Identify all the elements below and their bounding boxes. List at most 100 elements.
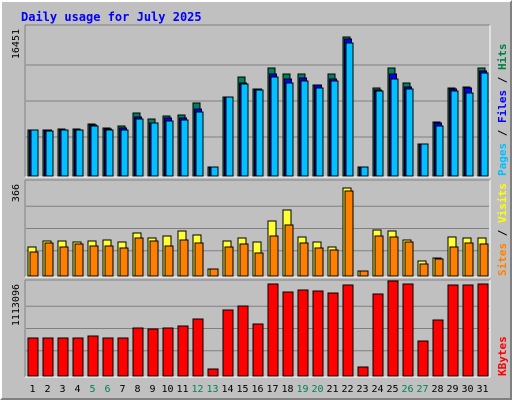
- bar-sites-day-4: [74, 243, 84, 277]
- bar-kbytes-day-21: [327, 292, 339, 377]
- bar-kbytes-day-2-fill: [42, 337, 54, 377]
- bar-kbytes-day-13: [207, 368, 219, 377]
- x-tick-label-17: 17: [266, 384, 278, 395]
- x-tick-label-19: 19: [296, 384, 308, 395]
- bar-pages-day-18-fill: [285, 82, 294, 177]
- bar-pages-day-10: [165, 120, 174, 177]
- bar-kbytes-day-11: [177, 325, 189, 377]
- y-max-label: 1113096: [11, 284, 22, 326]
- bar-kbytes-day-15: [237, 305, 249, 377]
- bar-kbytes-day-22-fill: [342, 284, 354, 377]
- bar-pages-day-24-fill: [375, 90, 384, 177]
- bar-sites-day-29: [449, 246, 459, 277]
- bar-kbytes-day-11-fill: [177, 325, 189, 377]
- bar-kbytes-day-20-fill: [312, 290, 324, 377]
- legend-entry-hits: Hits: [496, 44, 509, 71]
- bar-kbytes-day-23-fill: [357, 366, 369, 377]
- bar-kbytes-day-4-fill: [72, 337, 84, 377]
- x-tick-label-18: 18: [281, 384, 293, 395]
- legend-separator: /: [496, 223, 509, 243]
- bar-pages-day-7-fill: [120, 129, 129, 177]
- chart-title: Daily usage for July 2025: [21, 10, 202, 24]
- bar-sites-day-16: [254, 252, 264, 277]
- bar-pages-day-20-fill: [315, 87, 324, 177]
- bar-sites-day-13: [209, 268, 219, 277]
- bar-pages-day-8-fill: [135, 118, 144, 177]
- bar-kbytes-day-16: [252, 323, 264, 377]
- bar-sites-day-12-fill: [194, 242, 204, 277]
- bar-pages-day-14: [225, 96, 234, 177]
- bar-pages-day-5: [90, 125, 99, 177]
- bar-kbytes-day-25-fill: [387, 280, 399, 377]
- bar-sites-day-7: [119, 247, 129, 277]
- bar-pages-day-12: [195, 111, 204, 177]
- legend-separator: /: [496, 70, 509, 90]
- x-tick-label-8: 8: [134, 384, 140, 395]
- legend-entry-files: Files: [496, 90, 509, 123]
- bar-kbytes-day-26-fill: [402, 283, 414, 377]
- bar-kbytes-day-18: [282, 291, 294, 377]
- bar-sites-day-27: [419, 263, 429, 277]
- bar-sites-day-14: [224, 246, 234, 277]
- bar-sites-day-15: [239, 243, 249, 277]
- bar-pages-day-18: [285, 82, 294, 177]
- bar-pages-day-25: [390, 78, 399, 177]
- bar-sites-day-6: [104, 245, 114, 277]
- x-tick-label-27: 27: [416, 384, 428, 395]
- bar-kbytes-day-19-fill: [297, 289, 309, 377]
- bar-kbytes-day-12: [192, 318, 204, 377]
- bar-sites-day-6-fill: [104, 245, 114, 277]
- bar-kbytes-day-29-fill: [447, 284, 459, 377]
- x-tick-label-6: 6: [104, 384, 110, 395]
- bar-sites-day-19: [299, 242, 309, 277]
- x-tick-label-3: 3: [59, 384, 65, 395]
- bar-sites-day-22-fill: [344, 190, 354, 277]
- bar-kbytes-day-13-fill: [207, 368, 219, 377]
- bar-pages-day-6: [105, 129, 114, 177]
- x-tick-label-20: 20: [311, 384, 323, 395]
- bar-kbytes-day-20: [312, 290, 324, 377]
- bar-sites-day-25-fill: [389, 236, 399, 277]
- bar-sites-day-2: [44, 242, 54, 277]
- legend-entry-pages: Pages: [496, 143, 509, 176]
- bar-sites-day-28: [434, 258, 444, 277]
- bar-sites-day-24: [374, 235, 384, 277]
- bar-pages-day-31: [480, 72, 489, 177]
- bar-pages-day-11-fill: [180, 119, 189, 177]
- bar-kbytes-day-19: [297, 289, 309, 377]
- bar-sites-day-17: [269, 235, 279, 277]
- bar-pages-day-13: [210, 166, 219, 177]
- bar-pages-day-4-fill: [75, 129, 84, 177]
- bar-pages-day-28: [435, 125, 444, 177]
- x-tick-label-29: 29: [446, 384, 458, 395]
- x-tick-label-4: 4: [74, 384, 80, 395]
- x-tick-label-24: 24: [371, 384, 383, 395]
- bar-pages-day-27: [420, 143, 429, 177]
- bar-pages-day-1-fill: [30, 129, 39, 177]
- bar-sites-day-24-fill: [374, 235, 384, 277]
- bar-pages-day-31-fill: [480, 72, 489, 177]
- x-tick-label-11: 11: [176, 384, 188, 395]
- bar-kbytes-day-10-fill: [162, 327, 174, 377]
- bar-kbytes-day-14-fill: [222, 309, 234, 377]
- bar-pages-day-2-fill: [45, 130, 54, 177]
- bar-sites-day-10: [164, 245, 174, 277]
- bar-sites-day-3-fill: [59, 246, 69, 277]
- bar-sites-day-1-fill: [29, 251, 39, 277]
- x-tick-label-31: 31: [476, 384, 488, 395]
- bar-pages-day-5-fill: [90, 125, 99, 177]
- bar-sites-day-21-fill: [329, 249, 339, 277]
- bar-pages-day-29-fill: [450, 90, 459, 177]
- bar-kbytes-day-3: [57, 337, 69, 377]
- bar-pages-day-23-fill: [360, 166, 369, 177]
- bar-kbytes-day-25: [387, 280, 399, 377]
- bar-sites-day-15-fill: [239, 243, 249, 277]
- legend-entry-sites: Sites: [496, 243, 509, 276]
- bar-sites-day-31: [479, 243, 489, 277]
- bar-kbytes-day-28-fill: [432, 319, 444, 377]
- bar-pages-day-8: [135, 118, 144, 177]
- x-tick-label-7: 7: [119, 384, 125, 395]
- bar-kbytes-day-8-fill: [132, 327, 144, 377]
- bar-kbytes-day-24: [372, 293, 384, 377]
